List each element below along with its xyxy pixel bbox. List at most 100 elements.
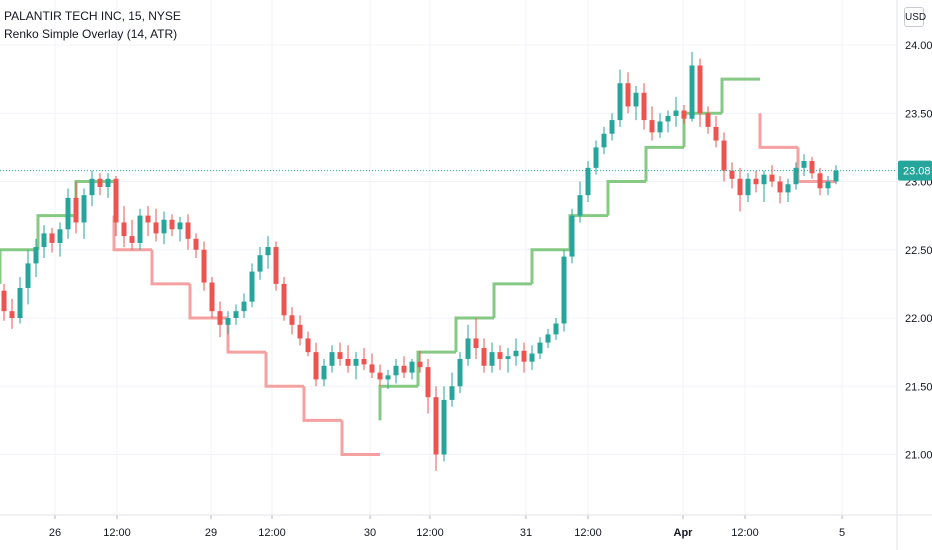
candle-body bbox=[129, 236, 135, 243]
renko-brick bbox=[568, 214, 608, 250]
candle-body bbox=[369, 364, 375, 373]
candle-body bbox=[673, 110, 679, 116]
candle-body bbox=[449, 386, 455, 400]
candle-body bbox=[761, 174, 767, 185]
candle-body bbox=[313, 352, 319, 380]
y-tick-label: 24.00 bbox=[905, 40, 932, 52]
candle-body bbox=[297, 324, 303, 339]
renko-brick bbox=[302, 386, 342, 422]
candle-body bbox=[561, 256, 567, 324]
x-tick-label: 12:00 bbox=[103, 527, 131, 539]
candle-body bbox=[641, 92, 647, 121]
candle-body bbox=[721, 140, 727, 171]
candle-body bbox=[73, 197, 79, 223]
renko-brick bbox=[150, 249, 190, 286]
candle-body bbox=[825, 181, 831, 189]
candle-body bbox=[305, 338, 311, 353]
candle-body bbox=[209, 282, 215, 312]
candle-body bbox=[345, 358, 351, 366]
candle-body bbox=[553, 323, 559, 335]
renko-brick bbox=[378, 384, 418, 421]
candle-body bbox=[409, 361, 415, 373]
candle-body bbox=[577, 195, 583, 216]
candle-body bbox=[745, 178, 751, 196]
candle-body bbox=[505, 356, 511, 359]
candle-body bbox=[321, 365, 327, 380]
candle-body bbox=[257, 255, 263, 272]
renko-brick bbox=[720, 77, 760, 114]
candle-body bbox=[361, 358, 367, 365]
candle-body bbox=[265, 247, 271, 256]
candle-body bbox=[785, 184, 791, 193]
renko-brick bbox=[36, 214, 76, 250]
candle-body bbox=[497, 352, 503, 359]
candle-body bbox=[401, 365, 407, 373]
y-tick-label: 23.50 bbox=[905, 108, 932, 120]
candle-body bbox=[665, 115, 671, 122]
candle-body bbox=[25, 263, 31, 288]
x-tick-label: 26 bbox=[49, 527, 61, 539]
candle-body bbox=[537, 342, 543, 354]
x-tick-label: Apr bbox=[674, 527, 694, 539]
renko-brick bbox=[226, 318, 266, 354]
candle-body bbox=[617, 83, 623, 121]
candle-body bbox=[473, 338, 479, 349]
candle-body bbox=[289, 315, 295, 325]
last-price-badge bbox=[898, 160, 932, 181]
candle-body bbox=[569, 215, 575, 257]
renko-brick bbox=[264, 352, 304, 388]
candle-body bbox=[81, 195, 87, 223]
candle-body bbox=[353, 358, 359, 366]
renko-brick bbox=[112, 215, 152, 252]
candle-body bbox=[729, 170, 735, 179]
renko-brick bbox=[530, 248, 570, 284]
candle-body bbox=[737, 178, 743, 196]
candle-body bbox=[201, 249, 207, 283]
candle-body bbox=[681, 110, 687, 119]
candle-body bbox=[177, 222, 183, 230]
candle-body bbox=[489, 352, 495, 366]
candle-body bbox=[585, 167, 591, 196]
candle-body bbox=[145, 215, 151, 223]
candle-body bbox=[545, 334, 551, 343]
x-tick-label: 5 bbox=[839, 527, 845, 539]
x-tick-label: 12:00 bbox=[416, 527, 444, 539]
indicator-title[interactable]: Renko Simple Overlay (14, ATR) bbox=[4, 27, 178, 41]
currency-button[interactable]: USD bbox=[904, 7, 926, 27]
candle-body bbox=[281, 283, 287, 316]
candle-body bbox=[465, 338, 471, 359]
renko-brick bbox=[606, 180, 646, 216]
candle-body bbox=[417, 361, 423, 368]
candle-body bbox=[49, 233, 55, 243]
renko-brick bbox=[492, 282, 532, 318]
renko-brick bbox=[340, 420, 380, 456]
symbol-title[interactable]: PALANTIR TECH INC, 15, NYSE bbox=[4, 9, 181, 23]
x-tick-label: 12:00 bbox=[574, 527, 602, 539]
candle-body bbox=[705, 113, 711, 127]
candle-body bbox=[97, 178, 103, 187]
renko-brick bbox=[454, 316, 494, 353]
renko-brick bbox=[188, 283, 228, 320]
chart-legend: PALANTIR TECH INC, 15, NYSE Renko Simple… bbox=[4, 7, 181, 43]
candle-body bbox=[169, 219, 175, 230]
candle-body bbox=[433, 397, 439, 455]
candle-body bbox=[689, 65, 695, 119]
candle-body bbox=[441, 399, 447, 455]
candle-body bbox=[697, 65, 703, 114]
candle-body bbox=[633, 92, 639, 107]
x-tick-label: 12:00 bbox=[258, 527, 286, 539]
candle-body bbox=[233, 311, 239, 318]
candle-body bbox=[9, 311, 15, 318]
candle-body bbox=[217, 311, 223, 325]
candle-body bbox=[481, 348, 487, 366]
candle-body bbox=[161, 219, 167, 234]
x-tick-label: 29 bbox=[205, 527, 217, 539]
y-tick-label: 22.50 bbox=[905, 245, 932, 257]
candle-body bbox=[425, 367, 431, 398]
candle-body bbox=[249, 271, 255, 302]
y-tick-label: 21.50 bbox=[905, 381, 932, 393]
candle-body bbox=[89, 178, 95, 196]
last-price-label: 23.08 bbox=[903, 166, 931, 178]
